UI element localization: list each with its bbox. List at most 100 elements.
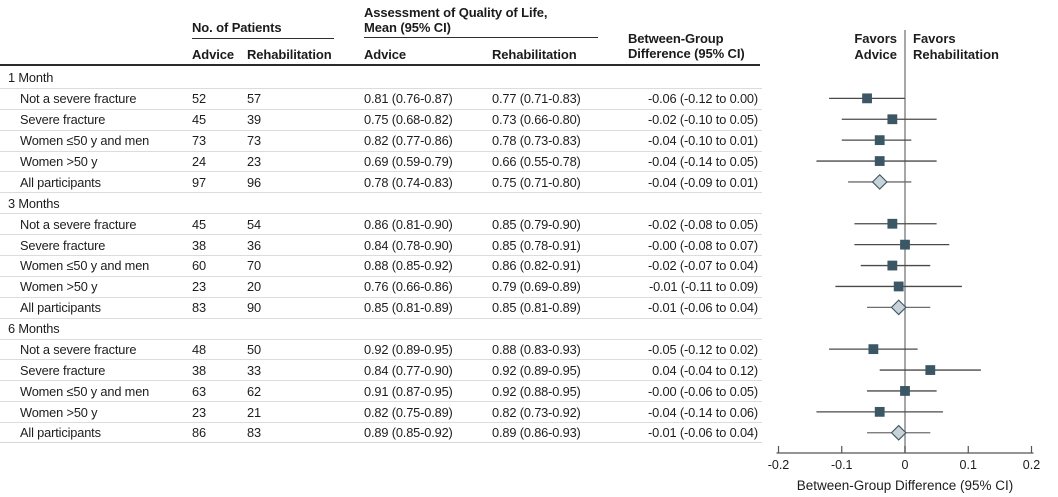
rehabilitation-mean-value: 0.82 (0.73-0.92) xyxy=(492,404,581,420)
advice-mean-value: 0.69 (0.59-0.79) xyxy=(364,154,453,169)
point-estimate-marker xyxy=(874,406,885,417)
table-row: Women ≤50 y and men 60 70 0.88 (0.85-0.92) 0… xyxy=(0,255,762,276)
rehabilitation-n-value: 57 xyxy=(247,91,261,107)
between-group-difference-header: Between-Group Difference (95% CI) xyxy=(628,31,768,61)
table-row: Not a severe fracture 52 57 0.81 (0.76-0.87… xyxy=(0,87,762,109)
between-group-difference-value: -0.02 (-0.08 to 0.05) xyxy=(648,216,758,232)
table-row: Severe fracture 45 39 0.75 (0.68-0.82) 0.73 … xyxy=(0,108,762,130)
patients-rehabilitation-column-header: Rehabilitation xyxy=(247,47,332,62)
advice-mean-value: 0.89 (0.85-0.92) xyxy=(364,425,453,441)
x-axis-tick-label: 0.1 xyxy=(960,458,977,472)
point-estimate-marker xyxy=(900,239,910,250)
quality-of-life-header-line1: Assessment of Quality of Life, xyxy=(364,5,548,20)
subgroup-label: Not a severe fracture xyxy=(20,216,137,232)
table-row: All participants 97 96 0.78 (0.74-0.83) 0.75… xyxy=(0,171,762,192)
x-axis-tick-label: 0.2 xyxy=(1023,458,1040,472)
subgroup-label: Severe fracture xyxy=(20,112,106,128)
advice-mean-value: 0.82 (0.75-0.89) xyxy=(364,404,453,420)
advice-n-value: 86 xyxy=(192,425,206,441)
advice-mean-value: 0.75 (0.68-0.82) xyxy=(364,112,453,128)
advice-n-value: 97 xyxy=(192,174,206,190)
advice-n-value: 45 xyxy=(192,112,206,128)
rehabilitation-n-value: 70 xyxy=(247,258,261,274)
between-group-difference-value: -0.00 (-0.06 to 0.05) xyxy=(648,383,758,399)
table-row: Severe fracture 38 33 0.84 (0.77-0.90) 0.92 … xyxy=(0,359,762,380)
rehabilitation-n-value: 54 xyxy=(247,216,261,232)
advice-n-value: 23 xyxy=(192,404,206,420)
table-row: All participants 86 83 0.89 (0.85-0.92) 0.89… xyxy=(0,422,762,444)
between-group-difference-value: -0.01 (-0.06 to 0.04) xyxy=(648,425,758,441)
advice-mean-value: 0.86 (0.81-0.90) xyxy=(364,216,453,232)
between-group-header-line2: Difference (95% CI) xyxy=(628,45,745,61)
subgroup-label: Not a severe fracture xyxy=(20,91,137,107)
rehabilitation-n-value: 96 xyxy=(247,174,261,190)
rehabilitation-mean-value: 0.85 (0.78-0.91) xyxy=(492,237,581,253)
advice-mean-value: 0.92 (0.89-0.95) xyxy=(364,342,453,358)
rehabilitation-mean-value: 0.79 (0.69-0.89) xyxy=(492,279,581,295)
between-group-difference-value: 0.04 (-0.04 to 0.12) xyxy=(652,362,758,378)
advice-n-value: 73 xyxy=(192,133,206,149)
x-axis-tick-label: -0.2 xyxy=(768,458,790,472)
between-group-difference-value: -0.04 (-0.14 to 0.06) xyxy=(648,404,758,420)
advice-n-value: 38 xyxy=(192,237,206,253)
summary-diamond-marker xyxy=(890,424,907,441)
subgroup-label: All participants xyxy=(20,300,101,316)
rehabilitation-n-value: 83 xyxy=(247,425,261,441)
rehabilitation-mean-value: 0.88 (0.83-0.93) xyxy=(492,342,581,358)
advice-mean-value: 0.85 (0.81-0.89) xyxy=(364,300,453,316)
rehabilitation-n-value: 90 xyxy=(247,300,261,316)
advice-mean-value: 0.81 (0.76-0.87) xyxy=(364,91,453,107)
subgroup-label: Not a severe fracture xyxy=(20,342,137,358)
mean-rehabilitation-column-header: Rehabilitation xyxy=(492,47,577,62)
rehabilitation-mean-value: 0.85 (0.81-0.89) xyxy=(492,300,581,316)
table-row: Not a severe fracture 45 54 0.86 (0.81-0.90… xyxy=(0,213,762,234)
point-estimate-marker xyxy=(893,281,904,292)
no-of-patients-header: No. of Patients xyxy=(192,20,334,39)
table-row: Not a severe fracture 48 50 0.92 (0.89-0.95… xyxy=(0,338,762,360)
between-group-difference-value: -0.02 (-0.07 to 0.04) xyxy=(648,258,758,274)
x-axis-tick-label: 0 xyxy=(902,458,909,472)
subgroup-label: Women >50 y xyxy=(20,279,98,295)
subgroup-label: Women >50 y xyxy=(20,404,98,420)
section-header-row: 6 Months xyxy=(0,317,762,339)
quality-of-life-header-line2: Mean (95% CI) xyxy=(364,19,451,35)
table-row: Women ≤50 y and men 73 73 0.82 (0.77-0.86) 0… xyxy=(0,129,762,151)
rehabilitation-n-value: 62 xyxy=(247,383,261,399)
advice-n-value: 38 xyxy=(192,362,206,378)
between-group-difference-value: -0.04 (-0.09 to 0.01) xyxy=(648,174,758,190)
rehabilitation-mean-value: 0.92 (0.88-0.95) xyxy=(492,383,581,399)
table-row: Women >50 y 23 21 0.82 (0.75-0.89) 0.82 (0.7… xyxy=(0,401,762,422)
point-estimate-marker xyxy=(862,93,872,104)
advice-mean-value: 0.84 (0.78-0.90) xyxy=(364,237,453,253)
subgroup-label: All participants xyxy=(20,425,101,441)
advice-n-value: 83 xyxy=(192,300,206,316)
advice-mean-value: 0.84 (0.77-0.90) xyxy=(364,362,453,378)
rehabilitation-n-value: 21 xyxy=(247,404,261,420)
between-group-difference-value: -0.04 (-0.14 to 0.05) xyxy=(648,154,758,169)
rehabilitation-n-value: 23 xyxy=(247,154,261,169)
quality-of-life-header: Assessment of Quality of Life, Mean (95%… xyxy=(364,5,598,38)
summary-diamond-marker xyxy=(890,299,907,316)
between-group-difference-value: -0.01 (-0.06 to 0.04) xyxy=(648,300,758,316)
subgroup-label: Women ≤50 y and men xyxy=(20,383,150,399)
section-label: 6 Months xyxy=(8,321,60,337)
advice-mean-value: 0.82 (0.77-0.86) xyxy=(364,133,453,149)
rehabilitation-n-value: 20 xyxy=(247,279,261,295)
between-group-difference-value: -0.04 (-0.10 to 0.01) xyxy=(648,133,758,149)
advice-n-value: 52 xyxy=(192,91,206,107)
point-estimate-marker xyxy=(925,365,936,375)
point-estimate-marker xyxy=(874,135,885,146)
point-estimate-marker xyxy=(887,260,898,271)
mean-advice-column-header: Advice xyxy=(364,47,407,62)
between-group-difference-value: -0.00 (-0.08 to 0.07) xyxy=(648,237,758,253)
subgroup-label: Severe fracture xyxy=(20,237,106,253)
subgroup-label: Women ≤50 y and men xyxy=(20,133,150,149)
favors-rehabilitation-label: Favors Rehabilitation xyxy=(913,31,999,62)
table-row: Women ≤50 y and men 63 62 0.91 (0.87-0.95) 0… xyxy=(0,380,762,401)
rehabilitation-n-value: 39 xyxy=(247,112,261,128)
advice-n-value: 23 xyxy=(192,279,206,295)
summary-diamond-marker xyxy=(871,173,888,190)
advice-n-value: 63 xyxy=(192,383,206,399)
